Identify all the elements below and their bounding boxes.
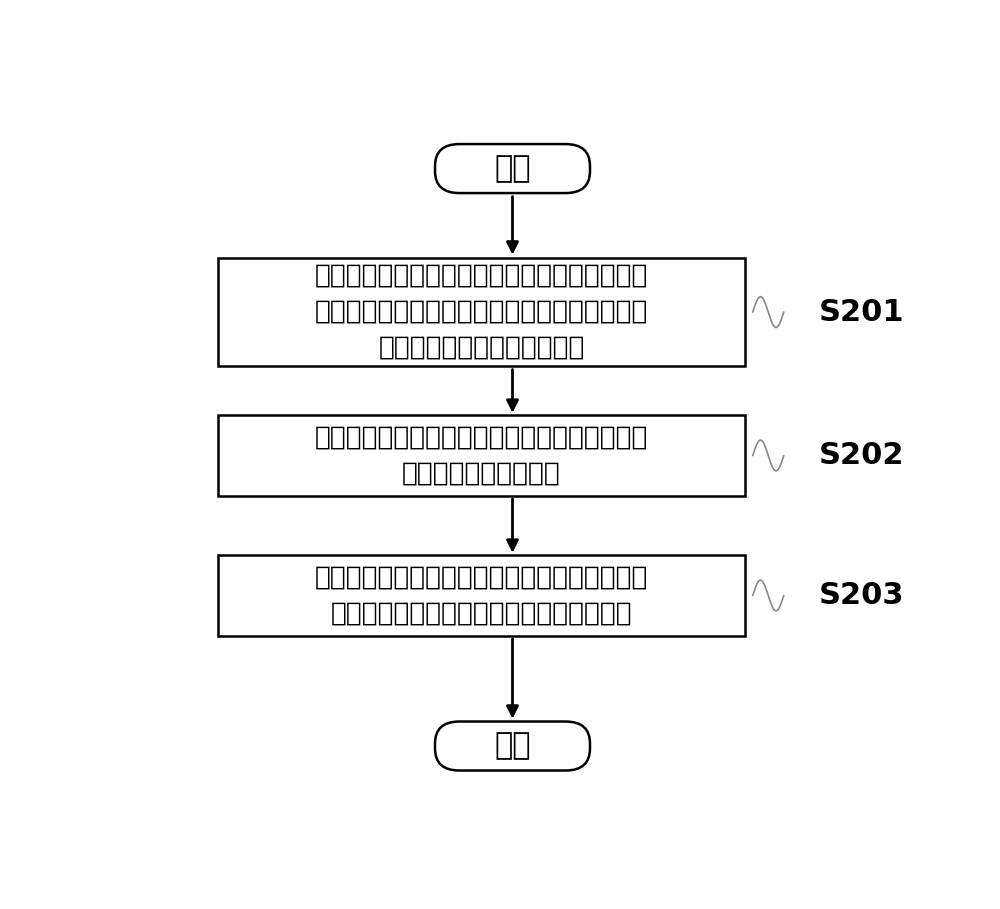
Text: 获取原始图像数据中除第一行或第一列外所有像
素点所对应的所述分量: 获取原始图像数据中除第一行或第一列外所有像 素点所对应的所述分量 [315,425,648,486]
Text: S202: S202 [819,441,904,470]
Bar [218,258,745,366]
FancyBboxPatch shape [435,145,590,193]
Text: 将压缩图像数据中第一行或第一列所对应的像素
点各分量与多个所述分量作为原始图像数据: 将压缩图像数据中第一行或第一列所对应的像素 点各分量与多个所述分量作为原始图像数… [315,564,648,626]
Bar [218,555,745,635]
Text: 结束: 结束 [494,732,531,761]
Bar [218,415,745,495]
Text: 开始: 开始 [494,154,531,183]
Text: 基于压缩图像数据中当前像素点所对应的分量及
对比像素点所对应的所述分量确定原始图像数据
中当前像素点对应的所述分量: 基于压缩图像数据中当前像素点所对应的分量及 对比像素点所对应的所述分量确定原始图… [315,263,648,361]
FancyBboxPatch shape [435,722,590,771]
Text: S201: S201 [819,297,904,326]
Text: S203: S203 [819,581,904,610]
